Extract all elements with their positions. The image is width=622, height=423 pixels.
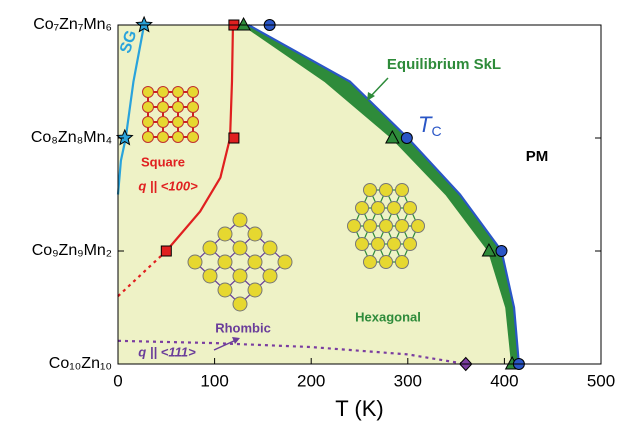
x-tick-label: 200 [297,371,325,390]
lattice-site [395,219,409,233]
data-point [160,245,172,257]
lattice-site [142,101,154,113]
lattice-site [232,268,248,284]
data-point [400,132,413,144]
lattice-site [395,255,409,269]
lattice-site [217,282,233,298]
lattice-site [172,101,184,113]
arrow [369,77,389,98]
data-point [495,245,508,257]
lattice-site [355,201,369,215]
x-tick-label: 0 [113,371,122,390]
lattice-site [363,219,377,233]
phase-boundary [165,24,235,252]
lattice-site [187,131,199,143]
lattice-site [262,240,278,256]
plot-frame [117,24,602,365]
data-point [481,242,497,257]
lattice-site [232,212,248,228]
lattice-site [403,201,417,215]
arrow-head [232,337,240,344]
lattice-site [172,86,184,98]
lattice-site [395,183,409,197]
lattice-site [247,254,263,270]
phase-boundary [247,24,520,365]
lattice-site [363,183,377,197]
data-point [115,128,134,146]
annotation: q || <111> [138,344,196,359]
x-tick-label: 100 [200,371,228,390]
lattice-site [202,240,218,256]
lattice-site [142,116,154,128]
lattice-site [187,254,203,270]
annotation: PM [526,148,549,165]
lattice-site [157,86,169,98]
phase-boundary [117,339,466,366]
lattice-site [379,219,393,233]
lattice-site [202,268,218,284]
lattice-site [247,226,263,242]
ordered-phase-region [118,25,519,364]
x-tick-label: 300 [394,371,422,390]
annotation: Equilibrium SkL [387,56,501,73]
lattice-site [217,226,233,242]
y-tick-label: Co₇Zn₇Mn₆ [33,16,112,33]
arrow-head [367,92,375,101]
lattice-site [403,237,417,251]
lattice-site [371,201,385,215]
data-point [135,15,153,33]
annotation: Hexagonal [355,309,421,324]
lattice-site [387,237,401,251]
lattice-site [187,116,199,128]
y-tick-label: Co₈Zn₈Mn₄ [31,129,112,146]
y-tick-label: Co₁₀Zn₁₀ [49,355,112,372]
lattice-site [157,116,169,128]
lattice-site [172,116,184,128]
lattice-site [232,240,248,256]
annotation: SG [117,28,140,55]
lattice-site [172,131,184,143]
lattice-site [187,86,199,98]
lattice-site [379,255,393,269]
tc-label: TC [418,112,442,139]
annotation: Rhombic [215,320,271,335]
data-point [385,129,400,144]
x-tick-label: 400 [490,371,518,390]
x-axis-label: T (K) [335,396,383,421]
lattice-site [142,86,154,98]
tc-symbol: T [418,112,433,137]
lattice-site [232,296,248,312]
lattice-site [371,237,385,251]
lattice-site [363,255,377,269]
lattice-site [262,268,278,284]
lattice-site [355,237,369,251]
y-tick-label: Co₉Zn₉Mn₂ [32,242,112,259]
lattice-site [379,183,393,197]
lattice-site [157,131,169,143]
lattice-site [142,131,154,143]
lattice-site [347,219,361,233]
lattice-site [217,254,233,270]
lattice-site [247,282,263,298]
lattice-site [157,101,169,113]
lattice-site [387,201,401,215]
x-tick-label: 500 [587,371,615,390]
arrow [213,339,237,351]
lattice-site [187,101,199,113]
annotation: q || <100> [138,178,198,193]
annotation: Square [141,154,185,169]
lattice-site [277,254,293,270]
lattice-site [411,219,425,233]
tc-subscript: C [431,123,441,139]
phase-boundary [242,24,514,365]
data-point [228,132,240,144]
data-point [236,16,251,31]
